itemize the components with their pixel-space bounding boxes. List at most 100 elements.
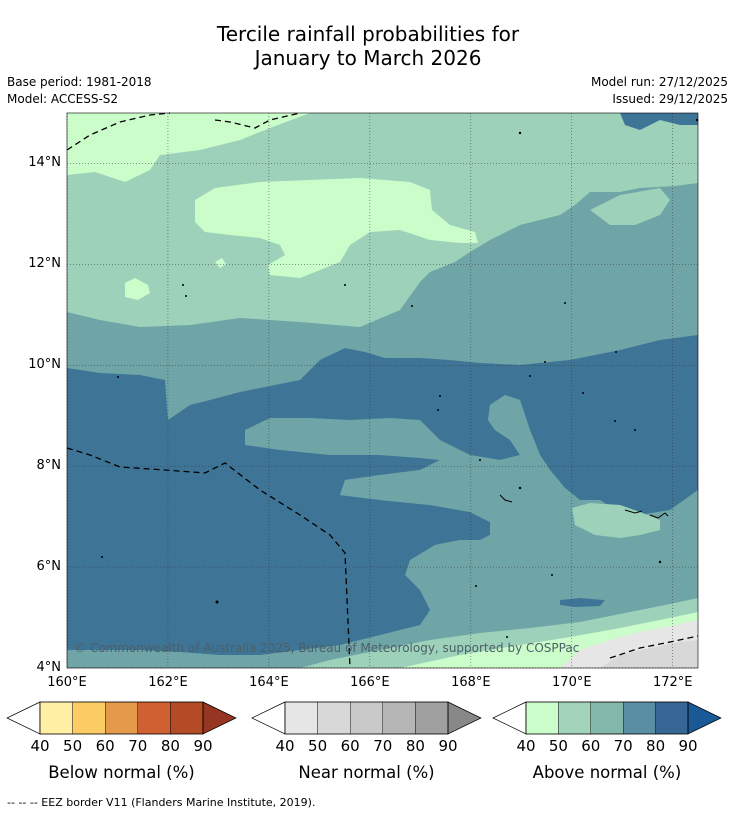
map-fill-layer [67,113,698,668]
colorbar-swatch [317,701,351,735]
island-marker [544,361,546,363]
island-marker [582,392,584,394]
island-marker [551,574,553,576]
colorbar-tick-label: 50 [63,737,82,755]
colorbar-swatch [104,701,138,735]
colorbar-under-extend [492,701,527,735]
issued-text: Issued: 29/12/2025 [612,92,728,106]
y-tick-label: 10°N [28,357,61,373]
colorbar-tick-label: 90 [438,737,457,755]
colorbar-swatch [350,701,384,735]
colorbar-swatch [72,701,106,735]
colorbar-under-extend [6,701,41,735]
colorbar-under-extend [251,701,286,735]
colorbar-tick-label: 50 [308,737,327,755]
colorbar-tick-label: 80 [161,737,180,755]
atoll-outline [624,509,643,514]
colorbar-frame [39,701,204,735]
region-above-40-50-blob-b [215,258,226,268]
island-marker [564,302,566,304]
atoll-outlines [499,494,669,519]
island-marker [439,395,441,397]
colorbar-tick-label: 50 [549,737,568,755]
region-above-40-50-center [195,178,478,278]
x-tick-label: 160°E [47,675,87,690]
island-marker [615,351,617,353]
island-marker [529,375,531,377]
eez-border-southeast [609,635,699,659]
island-marker [117,376,119,378]
chart-title: Tercile rainfall probabilities for Janua… [0,22,736,70]
y-tick-label: 12°N [28,256,61,272]
eez-border-north [66,112,171,151]
x-tick-label: 170°E [552,675,592,690]
island-marker [215,600,219,604]
colorbar-swatch [382,701,416,735]
colorbar-tick-label: 70 [128,737,147,755]
island-marker [411,305,413,307]
island-marker [614,420,616,422]
atoll-outline [649,512,669,519]
region-above-60-70-pocket [340,395,698,610]
colorbar-swatch [170,701,204,735]
eez-borders [66,112,699,669]
region-above-70-80-sliver [560,598,605,607]
x-tick-label: 164°E [249,675,289,690]
colorbar-tick-label: 90 [678,737,697,755]
island-marker [518,131,522,135]
colorbar-tick-label: 40 [516,737,535,755]
island-marker [101,556,103,558]
meta-left: Base period: 1981-2018 Model: ACCESS-S2 [7,74,152,108]
island-marker [695,118,699,122]
x-tick-label: 168°E [451,675,491,690]
colorbar-swatch [558,701,592,735]
region-above-70-80-ne [620,113,698,130]
model-text: Model: ACCESS-S2 [7,92,119,106]
colorbar-tick-label: 40 [275,737,294,755]
colorbar-title: Near normal (%) [298,763,435,782]
colorbar-swatch [623,701,656,735]
eez-border-north-b [214,112,301,129]
eez-footnote: -- -- -- EEZ border V11 (Flanders Marine… [7,796,316,809]
island-marker [182,284,184,286]
title-line-1: Tercile rainfall probabilities for [216,22,520,46]
region-near-50-60-south [600,640,698,668]
island-marker [658,560,662,564]
colorbar-tick-label: 40 [30,737,49,755]
island-marker [437,409,439,411]
copyright-text: © Commonwealth of Australia 2025, Bureau… [74,641,580,655]
colorbar-tick-label: 60 [341,737,360,755]
colorbar-frame [284,701,449,735]
island-marker [344,284,346,286]
island-marker [506,636,508,638]
y-tick-label: 8°N [36,458,62,474]
colorbar-over-extend [202,701,237,735]
colorbar-over-extend [687,701,722,735]
base-period-text: Base period: 1981-2018 [7,75,152,89]
region-above-50-60-east [590,188,670,225]
colorbar-title: Above normal (%) [532,763,682,782]
x-tick-label: 162°E [148,675,188,690]
y-tick-label: 14°N [28,155,61,171]
colorbar-tick-label: 60 [96,737,115,755]
eez-border-west [66,447,351,669]
region-above-40-50-north [67,113,310,182]
colorbar-tick-label: 80 [646,737,665,755]
island-marker [475,585,477,587]
atoll-outline [499,494,513,503]
island-marker [185,295,187,297]
colorbar-tick-label: 70 [614,737,633,755]
colorbar-swatch [137,701,171,735]
title-line-2: January to March 2026 [254,46,482,70]
colorbar-tick-label: 70 [373,737,392,755]
model-run-text: Model run: 27/12/2025 [590,75,728,89]
y-tick-label: 6°N [36,559,62,575]
colorbar-frame [525,701,689,735]
colorbar-title: Below normal (%) [48,763,195,782]
island-marker [518,486,522,490]
colorbar-tick-label: 80 [406,737,425,755]
colorbar-swatch [284,701,318,735]
colorbar-swatch [415,701,449,735]
map-frame [66,112,699,669]
